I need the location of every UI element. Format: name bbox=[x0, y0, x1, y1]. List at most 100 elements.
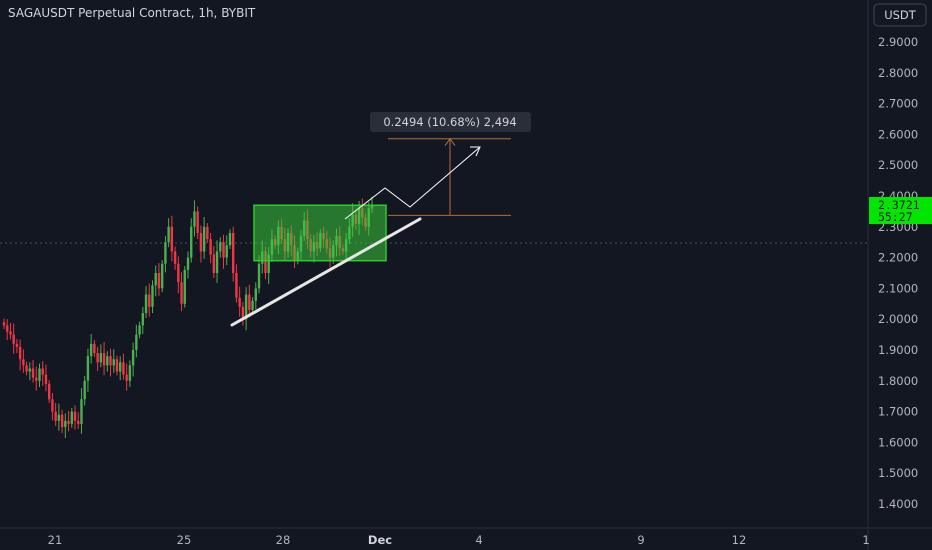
candle-body bbox=[96, 353, 99, 363]
candle-body bbox=[228, 232, 232, 246]
candle-body bbox=[180, 282, 183, 304]
candle bbox=[73, 405, 77, 430]
price-tick-label: 2.8000 bbox=[878, 66, 918, 80]
price-tick-label: 1.8000 bbox=[878, 374, 918, 388]
price-tick-label: 1.7000 bbox=[878, 405, 918, 419]
candle-body bbox=[41, 368, 44, 375]
measure-label: 0.2494 (10.68%) 2,494 bbox=[383, 115, 516, 129]
consolidation-rectangle[interactable] bbox=[253, 204, 387, 262]
candle bbox=[86, 348, 90, 392]
candle bbox=[67, 410, 70, 432]
time-tick-label: 28 bbox=[276, 533, 291, 547]
candle-body bbox=[44, 374, 48, 384]
candle bbox=[202, 216, 206, 259]
time-tick-label: 1 bbox=[862, 533, 869, 547]
candle-body bbox=[167, 226, 170, 243]
candle-body bbox=[219, 242, 222, 252]
candle bbox=[57, 403, 61, 431]
candle bbox=[38, 363, 41, 387]
candle bbox=[206, 223, 209, 243]
candle bbox=[209, 232, 212, 264]
support-trendline[interactable] bbox=[230, 217, 422, 327]
price-tick-label: 2.9000 bbox=[878, 35, 918, 49]
candle-body bbox=[70, 411, 73, 424]
candle-body bbox=[109, 356, 112, 366]
candle bbox=[54, 402, 57, 426]
candle bbox=[154, 265, 157, 297]
projection-path[interactable] bbox=[344, 146, 481, 220]
candle bbox=[148, 283, 151, 317]
candle bbox=[96, 346, 99, 371]
candle-body bbox=[47, 383, 51, 400]
candle bbox=[112, 349, 115, 373]
candle bbox=[6, 319, 9, 341]
price-tick-label: 2.7000 bbox=[878, 97, 918, 111]
candle-body bbox=[206, 226, 209, 240]
candle-body bbox=[125, 374, 128, 381]
candle-body bbox=[115, 359, 119, 372]
candle-body bbox=[183, 269, 186, 304]
candle-body bbox=[93, 343, 96, 354]
time-tick-label: 12 bbox=[732, 533, 747, 547]
candle-body bbox=[128, 365, 132, 381]
candle-body bbox=[225, 245, 228, 258]
candle-body bbox=[28, 368, 32, 372]
candle-body bbox=[254, 288, 257, 301]
candle bbox=[186, 251, 190, 279]
price-tick-label: 2.1000 bbox=[878, 281, 918, 295]
candle bbox=[254, 282, 257, 310]
candle bbox=[128, 360, 132, 387]
candle bbox=[183, 266, 186, 308]
candle bbox=[80, 388, 83, 434]
candle bbox=[177, 256, 180, 294]
candle-body bbox=[235, 273, 238, 298]
currency-button-label[interactable]: USDT bbox=[884, 8, 917, 22]
candle bbox=[51, 393, 54, 421]
candle-body bbox=[77, 420, 80, 424]
candle-body bbox=[231, 232, 235, 273]
candle bbox=[25, 361, 28, 376]
price-tick-label: 1.6000 bbox=[878, 435, 918, 449]
candle-body bbox=[186, 257, 190, 270]
candle-body bbox=[22, 359, 25, 366]
candle-body bbox=[138, 325, 141, 335]
price-tick-label: 1.9000 bbox=[878, 343, 918, 357]
measure-arrow-icon bbox=[444, 137, 456, 147]
candle bbox=[135, 324, 138, 358]
candle bbox=[2, 318, 6, 330]
candle bbox=[83, 375, 86, 406]
candle bbox=[196, 206, 199, 240]
candle-body bbox=[18, 346, 22, 360]
candle-body bbox=[257, 263, 261, 289]
candle-body bbox=[25, 365, 28, 372]
candle-body bbox=[131, 350, 135, 366]
candle-body bbox=[112, 359, 115, 366]
candle bbox=[248, 284, 251, 318]
candle bbox=[219, 237, 222, 258]
currency-button[interactable] bbox=[873, 3, 927, 27]
candle-body bbox=[12, 334, 15, 344]
candle bbox=[193, 200, 196, 237]
candle-body bbox=[15, 343, 19, 347]
candle-body bbox=[38, 368, 41, 381]
price-tick-label: 1.4000 bbox=[878, 497, 918, 511]
chart-title: SAGAUSDT Perpetual Contract, 1h, BYBIT bbox=[8, 6, 256, 20]
candle bbox=[131, 342, 135, 377]
price-tag-value: 2.3721 bbox=[878, 198, 920, 212]
price-tick-label: 2.2000 bbox=[878, 251, 918, 265]
candle bbox=[228, 229, 232, 249]
candle bbox=[99, 344, 103, 368]
candle bbox=[125, 363, 128, 391]
candle bbox=[199, 225, 203, 263]
candle-body bbox=[190, 226, 193, 258]
candle-body bbox=[9, 331, 12, 335]
candle bbox=[44, 364, 48, 392]
candle-body bbox=[51, 399, 54, 412]
candle-body bbox=[264, 251, 267, 273]
candle bbox=[138, 321, 141, 339]
candle bbox=[251, 297, 254, 314]
candle-body bbox=[244, 294, 248, 320]
price-tick-label: 2.0000 bbox=[878, 312, 918, 326]
